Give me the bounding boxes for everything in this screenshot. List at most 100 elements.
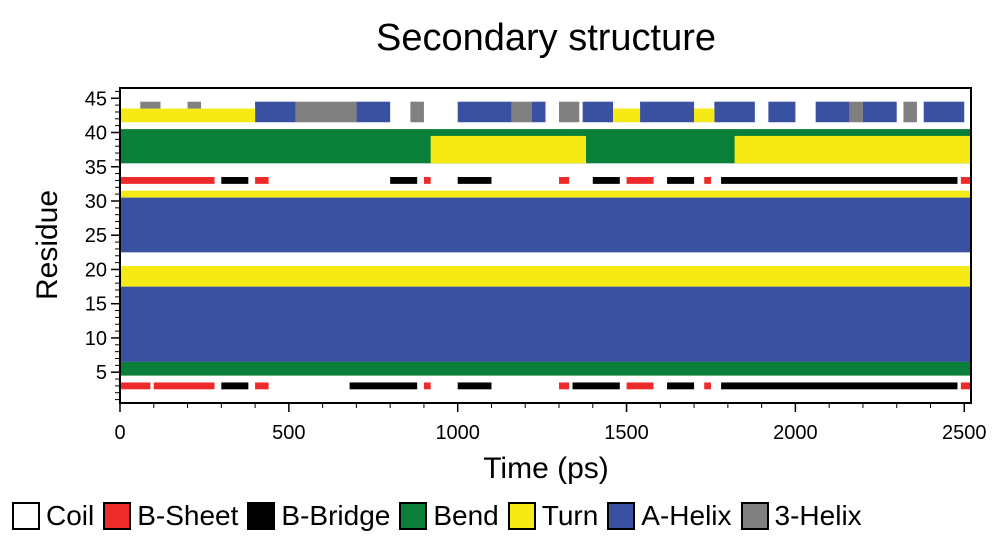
legend-swatch <box>507 502 536 530</box>
ss-segment-b-bridge-10-2 <box>457 382 492 390</box>
y-axis-label: Residue <box>31 190 64 300</box>
ss-segment-a-helix-11-6 <box>714 101 755 123</box>
chart-title: Secondary structure <box>376 17 716 59</box>
legend-swatch <box>247 502 276 530</box>
ss-segment-a-helix-11-7 <box>768 101 796 123</box>
y-tick-label: 5 <box>96 362 107 384</box>
legend-item-3-helix: 3-Helix <box>740 500 862 531</box>
legend-item-b-bridge: B-Bridge <box>247 502 390 530</box>
ss-segment-b-sheet-7-5 <box>704 177 711 184</box>
ss-segment-a-helix-11-0 <box>255 101 296 123</box>
ss-segment-b-bridge-10-5 <box>721 382 958 390</box>
ss-segment-a-helix-11-1 <box>356 101 391 123</box>
legend-label: A-Helix <box>641 500 732 531</box>
x-tick-label: 2000 <box>773 422 818 444</box>
ss-segment-b-sheet-9-2 <box>255 382 269 390</box>
plot-area <box>120 101 971 390</box>
ss-segment-b-sheet-7-2 <box>423 177 431 184</box>
ss-segment-b-bridge-8-4 <box>667 177 695 184</box>
x-tick-label: 1000 <box>435 422 480 444</box>
y-axis: 5 10 15 20 25 30 35 40 45 <box>85 88 120 401</box>
ss-segment-b-sheet-7-0 <box>120 177 215 184</box>
legend-swatch <box>740 502 769 530</box>
legend-item-a-helix: A-Helix <box>607 500 732 531</box>
legend: Coil B-Sheet B-Bridge Bend Turn A-Helix 3-Heli… <box>12 496 862 536</box>
ss-segment-b-sheet-7-3 <box>559 177 570 184</box>
legend-label: Turn <box>541 500 599 531</box>
x-tick-label: 2500 <box>942 422 987 444</box>
legend-label: Coil <box>46 500 95 531</box>
ss-segment-turn-6-0 <box>430 135 587 164</box>
ss-segment-b-bridge-8-1 <box>390 177 418 184</box>
ss-segment-turn-13-0 <box>120 108 256 123</box>
legend-item-b-sheet: B-Sheet <box>103 502 238 530</box>
ss-segment-b-sheet-7-6 <box>960 177 971 184</box>
ss-segment-a-helix-1-0 <box>120 197 971 253</box>
ss-segment-b-bridge-10-0 <box>221 382 249 390</box>
x-tick-label: 500 <box>272 422 305 444</box>
ss-segment-b-sheet-9-4 <box>559 382 570 390</box>
plot-frame <box>119 87 972 404</box>
y-tick-label: 20 <box>85 259 107 281</box>
legend-item-bend: Bend <box>399 500 499 531</box>
ss-segment-turn-13-2 <box>694 108 715 123</box>
ss-segment-b-bridge-8-3 <box>592 177 620 184</box>
ss-segment-3-helix-14-0 <box>140 101 161 109</box>
secondary-structure-chart: Secondary structure 0 500 1000 1500 2000 2500… <box>31 17 986 485</box>
ss-segment-b-sheet-9-3 <box>423 382 431 390</box>
ss-segment-a-helix-11-8 <box>815 101 850 123</box>
y-tick-label: 10 <box>85 328 107 350</box>
ss-segment-a-helix-11-4 <box>582 101 614 123</box>
legend-swatch <box>103 502 132 530</box>
ss-segment-a-helix-0-0 <box>120 286 971 362</box>
ss-segment-3-helix-12-1 <box>410 101 424 123</box>
ss-segment-b-bridge-8-2 <box>457 177 492 184</box>
x-tick-label: 1500 <box>604 422 649 444</box>
legend-item-coil: Coil <box>12 502 94 530</box>
ss-segment-a-helix-11-3 <box>531 101 546 123</box>
legend-swatch <box>607 502 636 530</box>
legend-item-turn: Turn <box>507 500 599 531</box>
legend-swatch <box>12 502 40 530</box>
ss-segment-bend-4-0 <box>120 361 971 376</box>
y-tick-label: 25 <box>85 225 107 247</box>
ss-segment-a-helix-11-2 <box>457 101 512 123</box>
x-axis: 0 500 1000 1500 2000 2500 <box>114 403 986 444</box>
ss-segment-b-sheet-9-5 <box>626 382 654 390</box>
ss-segment-3-helix-12-4 <box>849 101 863 123</box>
legend-label: Bend <box>433 500 499 531</box>
ss-segment-3-helix-14-1 <box>187 101 202 109</box>
ss-segment-b-sheet-9-1 <box>153 382 215 390</box>
ss-segment-3-helix-12-0 <box>295 101 357 123</box>
ss-segment-a-helix-11-9 <box>862 101 897 123</box>
ss-segment-3-helix-12-5 <box>903 101 917 123</box>
ss-segment-b-bridge-10-1 <box>349 382 418 390</box>
ss-segment-b-bridge-8-0 <box>221 177 249 184</box>
ss-segment-a-helix-11-10 <box>923 101 965 123</box>
y-tick-label: 40 <box>85 123 107 145</box>
y-tick-label: 30 <box>85 191 107 213</box>
ss-segment-b-sheet-9-6 <box>704 382 711 390</box>
ss-segment-b-sheet-7-4 <box>626 177 654 184</box>
ss-segment-b-sheet-7-1 <box>255 177 269 184</box>
ss-segment-turn-6-1 <box>734 135 971 164</box>
legend-label: B-Bridge <box>281 500 391 531</box>
ss-segment-b-sheet-9-7 <box>960 382 971 390</box>
legend-label: 3-Helix <box>774 500 862 531</box>
legend-swatch <box>399 502 428 530</box>
ss-segment-b-sheet-9-0 <box>120 382 151 390</box>
y-tick-label: 45 <box>85 88 107 110</box>
ss-segment-turn-13-1 <box>613 108 641 123</box>
x-tick-label: 0 <box>114 422 125 444</box>
ss-segment-a-helix-11-5 <box>640 101 695 123</box>
ss-segment-b-bridge-8-5 <box>721 177 958 184</box>
ss-segment-b-bridge-10-4 <box>667 382 695 390</box>
x-axis-label: Time (ps) <box>483 452 609 485</box>
ss-segment-3-helix-12-3 <box>559 101 580 123</box>
y-tick-label: 15 <box>85 294 107 316</box>
ss-segment-b-bridge-10-3 <box>572 382 620 390</box>
ss-segment-turn-3-0 <box>120 190 971 198</box>
ss-segment-3-helix-12-2 <box>511 101 532 123</box>
y-tick-label: 35 <box>85 157 107 179</box>
ss-segment-turn-2-0 <box>120 266 971 287</box>
